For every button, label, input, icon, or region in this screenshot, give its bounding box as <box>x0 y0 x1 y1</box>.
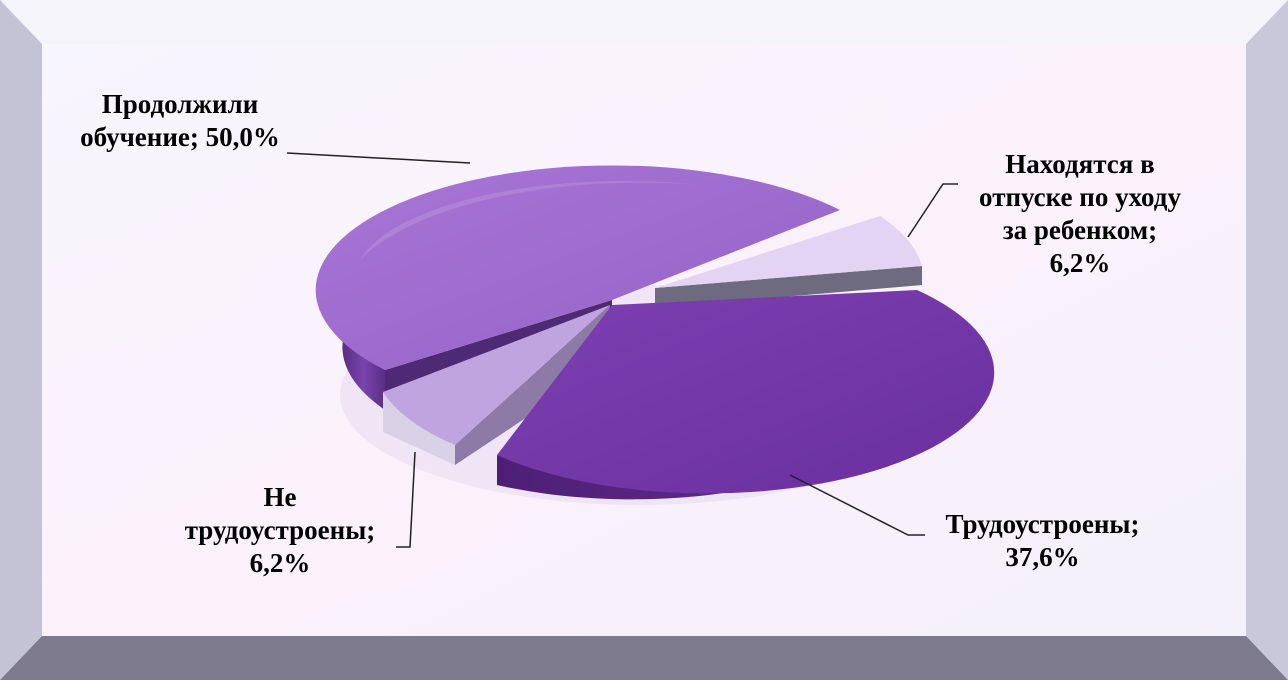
leader-line-unemployed <box>396 451 416 548</box>
pie-slice-employed <box>497 290 995 494</box>
leader-line-employed <box>789 474 925 536</box>
pie-slice-study-side <box>342 288 385 410</box>
slice-label-employed: Трудоустроены; 37,6% <box>905 508 1180 574</box>
slice-label-study-line-1: Продолжили <box>101 89 259 119</box>
frame-bevel-top <box>0 0 1288 44</box>
pie-slice-leave <box>655 216 922 288</box>
slice-label-unemployed-line-1: Не <box>263 482 297 512</box>
slice-label-leave-line-1: Находятся в <box>1005 149 1155 179</box>
pie-slice-leave-side <box>655 266 922 308</box>
slice-label-leave-line-4: 6,2% <box>1049 248 1111 278</box>
slice-label-employed-line-2: 37,6% <box>1005 542 1080 572</box>
slice-label-unemployed-line-2: трудоустроены; <box>184 515 376 545</box>
slice-label-unemployed-line-3: 6,2% <box>249 548 311 578</box>
frame-bevel-right <box>1246 0 1288 680</box>
leader-line-leave <box>907 183 958 238</box>
leader-line-study <box>286 152 471 164</box>
frame-bevel-left <box>0 0 42 680</box>
pie-slice-unemployed <box>383 305 610 445</box>
frame-bevel-bottom <box>0 636 1288 680</box>
slice-label-study: Продолжили обучение; 50,0% <box>60 88 300 154</box>
slice-label-leave-line-3: за ребенком; <box>1002 215 1158 245</box>
slice-label-unemployed: Не трудоустроены; 6,2% <box>150 481 410 580</box>
slice-label-leave: Находятся в отпуске по уходу за ребенком… <box>940 148 1220 280</box>
pie-slice-study <box>315 165 840 370</box>
slice-label-employed-line-1: Трудоустроены; <box>945 509 1140 539</box>
pie-slice-unemployed-cut <box>455 305 610 465</box>
pie-slice-employed-side <box>497 300 955 500</box>
slice-label-study-line-2: обучение; 50,0% <box>80 122 280 152</box>
slice-label-leave-line-2: отпуске по уходу <box>979 182 1181 212</box>
